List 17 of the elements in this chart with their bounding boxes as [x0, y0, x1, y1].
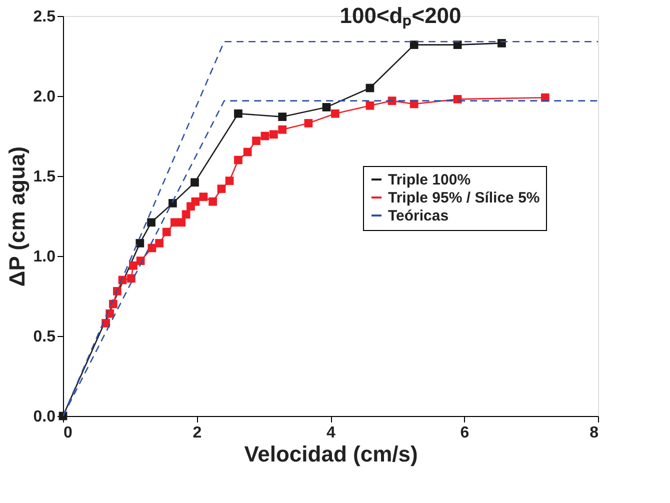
y-tick-label: 1.5	[33, 168, 56, 186]
y-tick-label: 0.5	[33, 328, 56, 346]
x-tick-label: 4	[326, 424, 336, 442]
y-tick-label: 2.0	[33, 88, 56, 106]
x-tick-label: 6	[460, 424, 470, 442]
y-tick-label: 2.5	[33, 8, 56, 26]
chart-title: 100<dₚ<200	[340, 3, 462, 29]
x-axis-title: Velocidad (cm/s)	[244, 442, 418, 466]
legend-label: Triple 100%	[388, 172, 471, 188]
legend-label: Teóricas	[388, 208, 449, 224]
legend-label: Triple 95% / Sílice 5%	[388, 190, 540, 206]
x-tick-label: 8	[590, 424, 599, 442]
y-axis-title: ΔP (cm agua)	[4, 146, 30, 287]
x-tick-label: 0	[64, 424, 72, 442]
y-tick-label: 1.0	[33, 248, 56, 266]
x-tick-label: 2	[192, 424, 202, 442]
y-tick-label: 0.0	[33, 408, 56, 426]
